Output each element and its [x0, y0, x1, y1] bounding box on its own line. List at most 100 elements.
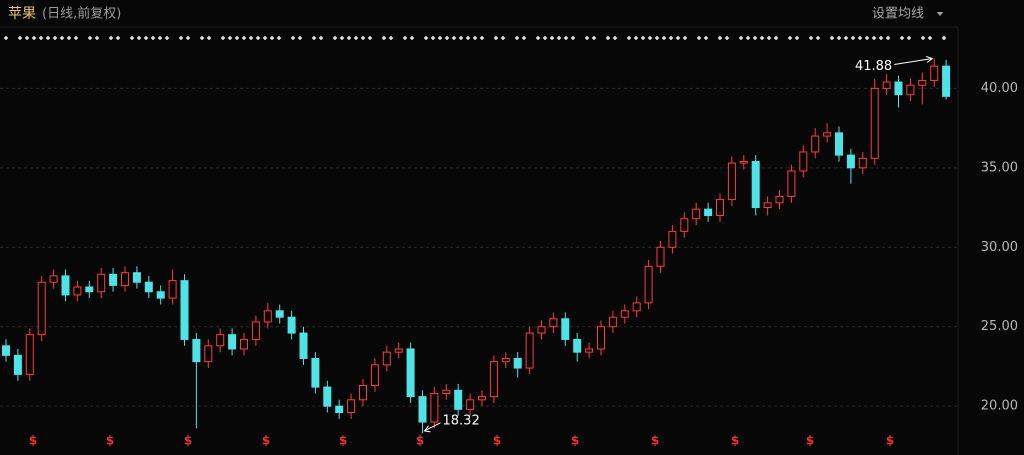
candle-body — [144, 281, 153, 293]
event-marker — [627, 36, 631, 40]
candle-body — [692, 208, 701, 220]
candle-body — [489, 361, 498, 398]
candle-body — [478, 396, 486, 401]
candle-body — [418, 396, 427, 423]
event-marker — [319, 36, 323, 40]
candle-body — [406, 348, 415, 398]
candle-body — [228, 334, 237, 350]
candle-body — [370, 364, 379, 387]
event-marker — [928, 36, 932, 40]
candle-body — [501, 357, 510, 363]
event-marker — [382, 36, 386, 40]
candle-body — [85, 286, 94, 293]
candle-body — [73, 286, 82, 296]
event-marker — [298, 36, 302, 40]
candle-body — [109, 273, 118, 286]
candle-body — [216, 334, 225, 347]
candle-body — [727, 162, 736, 201]
event-marker — [46, 36, 50, 40]
candle-body — [632, 302, 641, 312]
event-marker — [424, 36, 428, 40]
event-marker — [697, 36, 701, 40]
event-marker — [585, 36, 589, 40]
event-marker — [354, 36, 358, 40]
event-marker — [67, 36, 71, 40]
event-marker — [368, 36, 372, 40]
y-tick-label: 20.00 — [981, 399, 1018, 414]
event-marker — [655, 36, 659, 40]
candle-body — [156, 291, 165, 299]
event-marker — [291, 36, 295, 40]
candle-body — [942, 65, 951, 97]
event-marker — [340, 36, 344, 40]
event-marker — [564, 36, 568, 40]
event-marker — [200, 36, 204, 40]
event-marker — [844, 36, 848, 40]
candle-body — [25, 334, 34, 375]
candle-body — [299, 332, 308, 359]
candle-body — [823, 132, 832, 137]
candle-body — [775, 195, 784, 204]
event-marker — [641, 36, 645, 40]
event-marker — [536, 36, 540, 40]
candle-body — [13, 354, 22, 375]
event-marker — [501, 36, 505, 40]
event-marker — [74, 36, 78, 40]
y-tick-label: 35.00 — [981, 160, 1018, 175]
candle-body — [525, 332, 534, 369]
event-marker — [249, 36, 253, 40]
candle-body — [656, 246, 665, 267]
event-marker — [431, 36, 435, 40]
candle-body — [668, 230, 677, 248]
event-marker — [858, 36, 862, 40]
candle-body — [894, 81, 903, 96]
dividend-marker: $ — [416, 434, 424, 448]
event-marker — [816, 36, 820, 40]
candle-body — [466, 399, 475, 410]
event-marker — [256, 36, 260, 40]
event-marker — [480, 36, 484, 40]
event-marker — [613, 36, 617, 40]
event-marker — [137, 36, 141, 40]
event-marker — [410, 36, 414, 40]
event-marker — [683, 36, 687, 40]
event-marker — [333, 36, 337, 40]
candle-body — [2, 345, 10, 356]
event-marker — [837, 36, 841, 40]
event-marker — [543, 36, 547, 40]
event-marker — [109, 36, 113, 40]
event-marker — [466, 36, 470, 40]
candle-body — [168, 280, 177, 299]
event-marker — [788, 36, 792, 40]
candle-body — [204, 345, 213, 363]
candle-body — [311, 357, 320, 388]
candle-body — [573, 338, 582, 353]
candle-body — [870, 87, 879, 159]
ma-settings-button[interactable]: 设置均线 — [872, 7, 924, 22]
event-marker — [872, 36, 876, 40]
candle-body — [347, 399, 356, 414]
candle-body — [597, 326, 605, 350]
event-marker — [32, 36, 36, 40]
event-marker — [95, 36, 99, 40]
dividend-marker: $ — [493, 434, 501, 448]
event-marker — [235, 36, 239, 40]
event-marker — [165, 36, 169, 40]
candle-body — [680, 218, 689, 232]
candle-body — [359, 385, 367, 401]
dividend-marker: $ — [262, 434, 270, 448]
candle-body — [240, 338, 248, 350]
dropdown-arrow[interactable] — [937, 12, 943, 16]
candle-body — [930, 65, 939, 81]
candle-body — [121, 272, 129, 286]
y-tick-label: 30.00 — [981, 240, 1018, 255]
dividend-marker: $ — [106, 434, 114, 448]
candle-body — [751, 160, 760, 209]
event-marker — [228, 36, 232, 40]
event-marker — [942, 36, 946, 40]
dividend-marker: $ — [339, 434, 347, 448]
event-marker — [676, 36, 680, 40]
event-marker — [263, 36, 267, 40]
event-marker — [207, 36, 211, 40]
